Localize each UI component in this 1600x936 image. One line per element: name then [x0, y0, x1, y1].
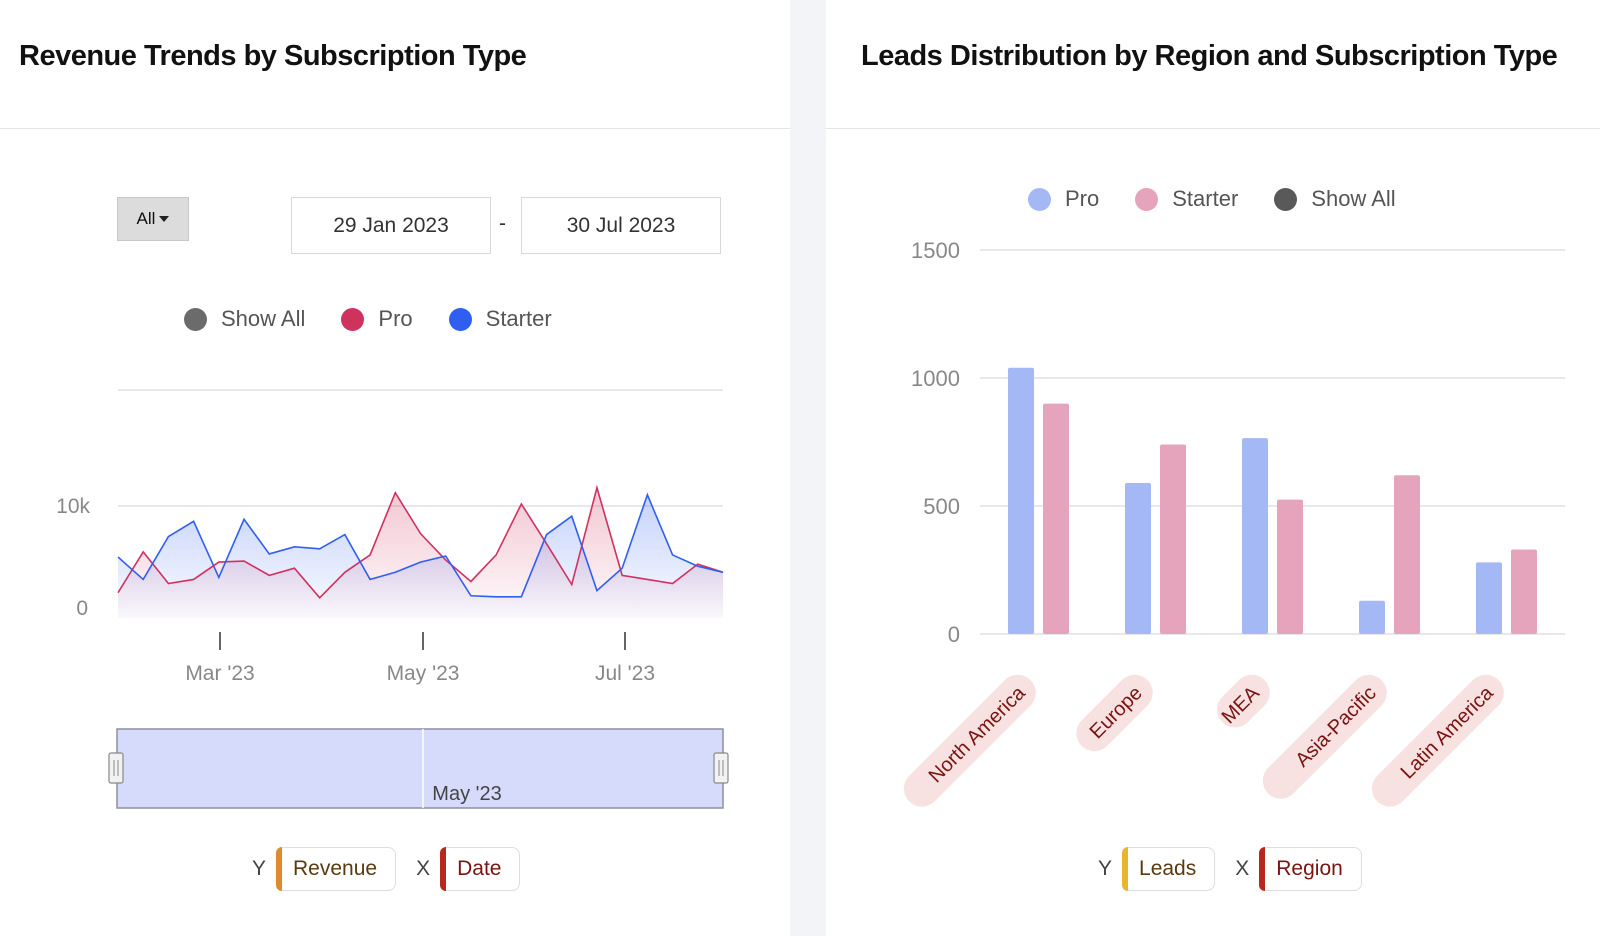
series-line-pro: [117, 484, 724, 599]
revenue-trends-panel: Revenue Trends by Subscription Type All …: [0, 0, 790, 936]
legend-item-show-all[interactable]: Show All: [184, 306, 305, 332]
subscription-filter-dropdown[interactable]: All: [117, 197, 189, 241]
revenue-line-chart: 10k 0 Mar '23 May '23 Jul '23 May '23: [56, 389, 729, 809]
y-field-chip[interactable]: Revenue: [276, 847, 397, 891]
legend-item-starter[interactable]: Starter: [1135, 186, 1238, 212]
legend-dot-icon: [341, 307, 365, 331]
legend-dot-icon: [184, 307, 207, 331]
y-tick-label: 10k: [56, 495, 90, 518]
legend-dot-icon: [1135, 187, 1159, 211]
end-date-input[interactable]: 30 Jul 2023: [521, 197, 721, 254]
legend-label: Show All: [1311, 186, 1396, 211]
revenue-legend: Show All Pro Starter: [184, 306, 588, 332]
legend-label: Starter: [485, 306, 552, 331]
legend-label: Pro: [1065, 186, 1100, 211]
x-tick-label: May '23: [387, 662, 460, 685]
x-field-chip[interactable]: Region: [1259, 847, 1362, 891]
legend-dot-icon: [1274, 187, 1298, 211]
legend-item-starter[interactable]: Starter: [448, 306, 552, 332]
legend-dot-icon: [448, 307, 472, 331]
x-tick-label: Mar '23: [185, 662, 254, 685]
panel-title: Leads Distribution by Region and Subscri…: [861, 40, 1558, 72]
x-field-chip[interactable]: Date: [440, 847, 521, 891]
navigator-label: May '23: [432, 783, 501, 805]
filter-label: All: [136, 209, 156, 228]
leads-axis-fields: Y Leads X Region: [1098, 847, 1382, 891]
y-axis-letter: Y: [1098, 857, 1113, 880]
panel-header: Revenue Trends by Subscription Type: [0, 0, 790, 129]
x-axis-letter: X: [1235, 857, 1250, 880]
legend-item-pro[interactable]: Pro: [1028, 186, 1099, 212]
legend-item-show-all[interactable]: Show All: [1274, 186, 1396, 212]
legend-label: Pro: [378, 306, 413, 331]
y-field-chip[interactable]: Leads: [1122, 847, 1216, 891]
caret-down-icon: [159, 216, 170, 222]
navigator-handle[interactable]: [713, 752, 729, 784]
legend-dot-icon: [1028, 187, 1051, 211]
x-axis-letter: X: [416, 857, 431, 880]
legend-item-pro[interactable]: Pro: [341, 306, 413, 332]
leads-distribution-panel: Leads Distribution by Region and Subscri…: [826, 0, 1600, 936]
range-navigator: [116, 728, 724, 809]
date-separator: -: [499, 212, 506, 235]
panel-title: Revenue Trends by Subscription Type: [19, 40, 527, 72]
navigator-handle[interactable]: [108, 752, 124, 784]
panel-header: Leads Distribution by Region and Subscri…: [826, 0, 1600, 129]
x-tick-label: Jul '23: [595, 662, 655, 685]
series-area-starter: [118, 494, 723, 618]
y-axis-letter: Y: [252, 857, 267, 880]
revenue-axis-fields: Y Revenue X Date: [252, 847, 540, 891]
y-tick-label: 0: [76, 597, 88, 620]
series-line-starter: [117, 492, 724, 598]
start-date-input[interactable]: 29 Jan 2023: [291, 197, 491, 254]
legend-label: Starter: [1172, 186, 1239, 211]
leads-legend: Pro Starter Show All: [1028, 186, 1432, 212]
legend-label: Show All: [221, 306, 306, 331]
